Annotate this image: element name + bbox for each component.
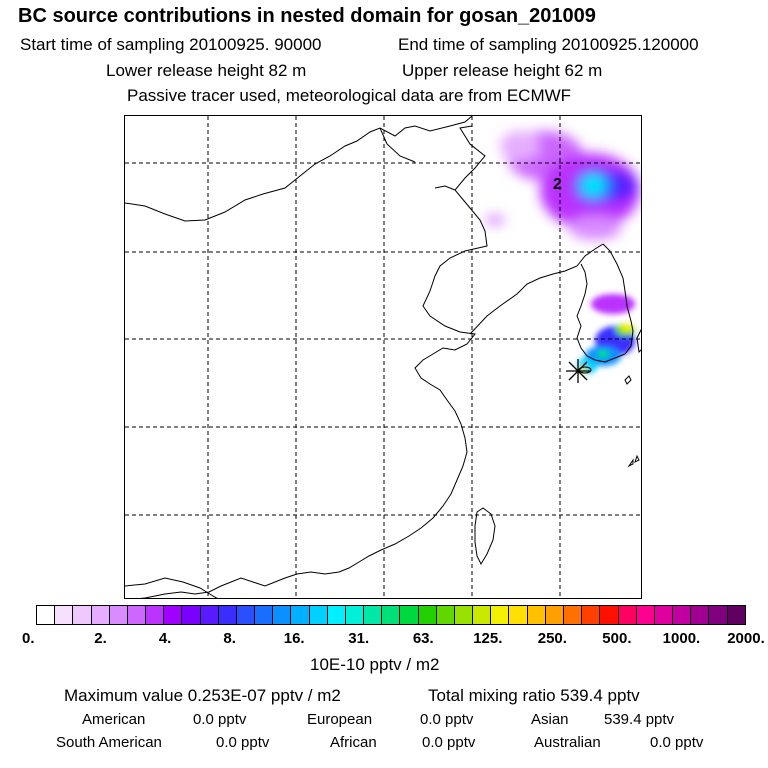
- asian-value: 539.4 pptv: [604, 711, 675, 728]
- lat-lon-grid: [125, 116, 641, 598]
- european-value: 0.0 pptv: [420, 711, 474, 728]
- colorbar-cell: [73, 606, 92, 624]
- colorbar-tick-label: 1000.: [662, 630, 701, 647]
- colorbar-cell: [236, 606, 256, 624]
- colorbar-cell: [309, 606, 328, 624]
- colorbar-cell: [218, 606, 237, 624]
- colorbar-cell: [200, 606, 219, 624]
- colorbar-cell: [127, 606, 147, 624]
- page-title: BC source contributions in nested domain…: [18, 5, 596, 27]
- start-time: Start time of sampling 20100925. 90000: [20, 35, 322, 54]
- colorbar-tick-label: 8.: [223, 630, 236, 647]
- colorbar-tick-label: 250.: [537, 630, 567, 647]
- american-value: 0.0 pptv: [193, 711, 247, 728]
- colorbar-cell: [709, 606, 728, 624]
- colorbar-tick-label: 4.: [158, 630, 172, 647]
- colorbar-cell: [345, 606, 365, 624]
- lower-release-height: Lower release height 82 m: [106, 61, 307, 80]
- colorbar-cell: [327, 606, 346, 624]
- colorbar: [36, 605, 746, 625]
- colorbar-cell: [400, 606, 419, 624]
- colorbar-cell: [382, 606, 401, 624]
- map-canvas: 2: [125, 116, 641, 598]
- colorbar-cell: [454, 606, 474, 624]
- colorbar-cell: [364, 606, 383, 624]
- map-panel: 2: [124, 115, 642, 599]
- colorbar-tick-label: 31.: [348, 630, 370, 647]
- colorbar-cell: [691, 606, 710, 624]
- european-label: European: [307, 711, 373, 728]
- coastlines: [125, 116, 641, 598]
- tracer-note: Passive tracer used, meteorological data…: [127, 86, 572, 105]
- colorbar-cell: [545, 606, 564, 624]
- colorbar-cell: [509, 606, 528, 624]
- south-american-value: 0.0 pptv: [216, 734, 270, 751]
- colorbar-tick-label: 16.: [283, 630, 305, 647]
- colorbar-cell: [91, 606, 110, 624]
- african-value: 0.0 pptv: [422, 734, 476, 751]
- colorbar-cell: [182, 606, 201, 624]
- colorbar-tick-label: 0.: [22, 630, 35, 647]
- colorbar-cell: [291, 606, 310, 624]
- receptor-star-icon: [566, 359, 590, 383]
- african-label: African: [330, 734, 377, 751]
- colorbar-cell: [164, 606, 183, 624]
- colorbar-cell: [582, 606, 601, 624]
- colorbar-cell: [37, 606, 56, 624]
- maximum-value: Maximum value 0.253E-07 pptv / m2: [64, 686, 341, 705]
- colorbar-cell: [563, 606, 583, 624]
- australian-value: 0.0 pptv: [650, 734, 704, 751]
- colorbar-cell: [727, 606, 745, 624]
- colorbar-cell: [618, 606, 637, 624]
- concentration-plume-south: [577, 294, 635, 374]
- end-time: End time of sampling 20100925.120000: [398, 35, 699, 54]
- upper-release-height: Upper release height 62 m: [402, 61, 603, 80]
- colorbar-cell: [436, 606, 455, 624]
- colorbar-cell: [673, 606, 692, 624]
- concentration-plume-north: [485, 131, 640, 240]
- colorbar-cell: [491, 606, 510, 624]
- colorbar-cell: [109, 606, 128, 624]
- colorbar-cell: [146, 606, 165, 624]
- colorbar-tick-label: 2.: [94, 630, 107, 647]
- colorbar-cell: [654, 606, 674, 624]
- australian-label: Australian: [534, 734, 601, 751]
- colorbar-cell: [418, 606, 437, 624]
- colorbar-tick-label: 125.: [473, 630, 503, 647]
- colorbar-tick-label: 500.: [602, 630, 632, 647]
- colorbar-cell: [273, 606, 292, 624]
- contour-label: 2: [553, 176, 562, 193]
- colorbar-cell: [600, 606, 619, 624]
- colorbar-cell: [473, 606, 492, 624]
- american-label: American: [82, 711, 146, 728]
- total-mixing-ratio: Total mixing ratio 539.4 pptv: [428, 686, 640, 705]
- colorbar-cell: [55, 606, 74, 624]
- colorbar-unit: 10E-10 pptv / m2: [310, 655, 440, 674]
- south-american-label: South American: [56, 734, 162, 751]
- colorbar-tick-label: 63.: [412, 630, 434, 647]
- colorbar-tick-label: 2000.: [727, 630, 765, 647]
- colorbar-cell: [255, 606, 274, 624]
- political-borders: [125, 127, 456, 598]
- colorbar-cell: [527, 606, 546, 624]
- colorbar-cell: [636, 606, 655, 624]
- asian-label: Asian: [531, 711, 569, 728]
